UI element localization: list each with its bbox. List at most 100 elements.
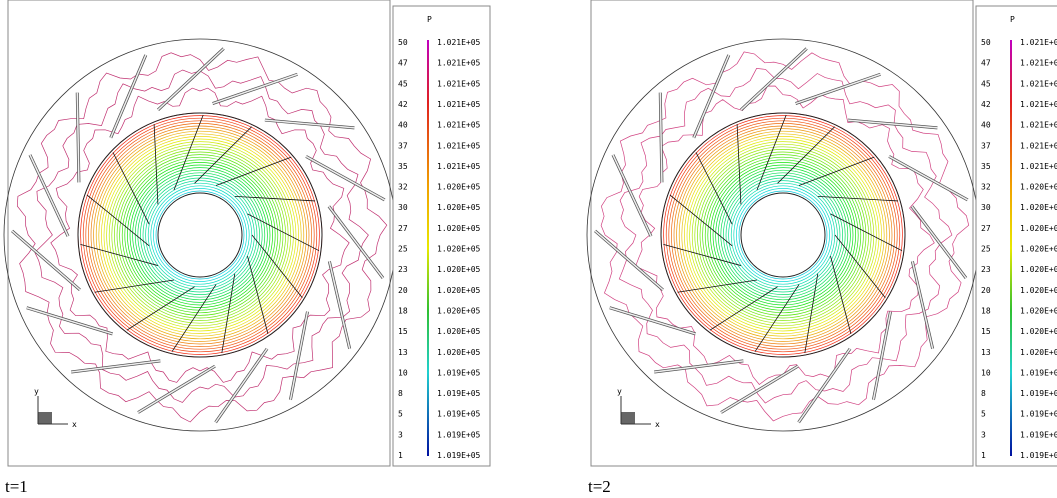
stator-vane-inner — [912, 206, 966, 278]
legend-level: 10 — [398, 368, 408, 377]
legend-value: 1.021E+05 — [437, 141, 481, 150]
legend-value: 1.020E+05 — [1020, 306, 1057, 315]
legend-level: 18 — [981, 306, 991, 315]
legend-value: 1.021E+05 — [437, 59, 481, 68]
stator-vane-inner — [329, 206, 383, 278]
legend-value: 1.020E+05 — [437, 245, 481, 254]
legend-value: 1.021E+05 — [437, 100, 481, 109]
legend-value: 1.020E+05 — [1020, 224, 1057, 233]
legend-level: 47 — [398, 59, 408, 68]
legend-value: 1.021E+05 — [437, 121, 481, 130]
legend-level: 45 — [981, 79, 991, 88]
hub — [158, 193, 242, 277]
axis-y-label: y — [34, 387, 39, 396]
stator-vane-inner — [111, 55, 146, 138]
legend-level: 42 — [398, 100, 408, 109]
legend-level: 8 — [981, 389, 986, 398]
legend-value: 1.020E+05 — [1020, 245, 1057, 254]
rotor-blade — [831, 214, 902, 251]
legend-value: 1.019E+05 — [1020, 430, 1057, 439]
rotor-blade — [248, 214, 319, 251]
legend-level: 40 — [398, 121, 408, 130]
legend-value: 1.020E+05 — [1020, 348, 1057, 357]
legend-level: 30 — [981, 203, 991, 212]
stator-vane-inner — [799, 349, 850, 423]
legend-value: 1.019E+05 — [1020, 389, 1057, 398]
axis-glyph — [38, 412, 52, 424]
legend-value: 1.020E+05 — [1020, 327, 1057, 336]
legend-level: 15 — [398, 327, 408, 336]
stator-vane-inner — [595, 231, 663, 290]
legend-level: 13 — [981, 348, 991, 357]
stator-vane-inner — [30, 155, 68, 236]
caption: t=2 — [588, 477, 611, 496]
legend-value: 1.020E+05 — [437, 183, 481, 192]
legend-value: 1.020E+05 — [437, 224, 481, 233]
legend-value: 1.019E+05 — [437, 389, 481, 398]
legend-level: 20 — [981, 286, 991, 295]
caption: t=1 — [5, 477, 28, 496]
legend-value: 1.019E+05 — [1020, 410, 1057, 419]
legend-level: 3 — [398, 430, 403, 439]
legend-value: 1.020E+05 — [437, 348, 481, 357]
legend-level: 13 — [398, 348, 408, 357]
legend-level: 40 — [981, 121, 991, 130]
legend-value: 1.020E+05 — [437, 265, 481, 274]
legend-value: 1.021E+05 — [1020, 162, 1057, 171]
legend-level: 32 — [398, 183, 408, 192]
legend-value: 1.019E+05 — [437, 368, 481, 377]
stator-vane-inner — [71, 361, 160, 372]
stator-vane-inner — [610, 308, 696, 334]
legend-value: 1.020E+05 — [437, 286, 481, 295]
legend-level: 30 — [398, 203, 408, 212]
legend-level: 50 — [398, 38, 408, 47]
legend-value: 1.019E+05 — [437, 451, 481, 460]
legend-level: 5 — [981, 410, 986, 419]
legend-value: 1.019E+05 — [437, 430, 481, 439]
legend-value: 1.021E+05 — [1020, 121, 1057, 130]
legend-level: 5 — [398, 410, 403, 419]
legend-value: 1.019E+05 — [437, 410, 481, 419]
legend-level: 3 — [981, 430, 986, 439]
stator-vane-inner — [889, 156, 968, 200]
stator-vane-inner — [306, 156, 385, 200]
legend-value: 1.019E+05 — [1020, 451, 1057, 460]
axis-glyph — [621, 412, 635, 424]
axis-y-label: y — [617, 387, 622, 396]
legend-level: 32 — [981, 183, 991, 192]
legend-value: 1.021E+05 — [1020, 141, 1057, 150]
legend-level: 20 — [398, 286, 408, 295]
legend-level: 37 — [398, 141, 408, 150]
hub — [741, 193, 825, 277]
legend-value: 1.021E+05 — [437, 38, 481, 47]
legend-value: 1.021E+05 — [1020, 38, 1057, 47]
legend-level: 23 — [981, 265, 991, 274]
axis-x-label: x — [72, 420, 77, 429]
stator-vane-inner — [290, 312, 307, 400]
legend-level: 25 — [398, 245, 408, 254]
legend-title: P — [427, 15, 432, 24]
legend-level: 8 — [398, 389, 403, 398]
legend-level: 50 — [981, 38, 991, 47]
stator-vane-inner — [27, 308, 113, 334]
rotor-blade — [696, 152, 732, 224]
legend-value: 1.021E+05 — [437, 162, 481, 171]
stator-vane-inner — [216, 349, 267, 423]
legend-value: 1.021E+05 — [1020, 100, 1057, 109]
figure: x y P 50 1.021E+05 47 1.021E+05 45 1.021E+05 42 1.… — [0, 0, 1057, 498]
stator-vane-inner — [873, 312, 890, 400]
legend-level: 23 — [398, 265, 408, 274]
legend-level: 37 — [981, 141, 991, 150]
stator-vane-inner — [848, 120, 938, 128]
legend-level: 42 — [981, 100, 991, 109]
legend-title: P — [1010, 15, 1015, 24]
rotor-blade — [222, 274, 235, 353]
legend-level: 27 — [981, 224, 991, 233]
stator-vane-inner — [721, 366, 798, 412]
legend-value: 1.020E+05 — [1020, 265, 1057, 274]
legend-value: 1.021E+05 — [1020, 59, 1057, 68]
legend-level: 10 — [981, 368, 991, 377]
legend-level: 1 — [981, 451, 986, 460]
legend-value: 1.020E+05 — [1020, 286, 1057, 295]
